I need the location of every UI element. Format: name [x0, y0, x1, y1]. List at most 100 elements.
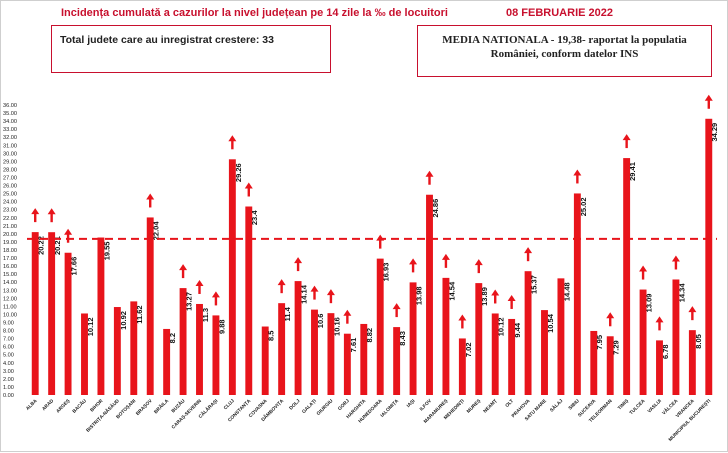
y-tick-label: 9.00: [3, 321, 14, 327]
y-tick-label: 22.00: [3, 216, 17, 222]
bar: [81, 313, 88, 395]
y-tick-label: 5.00: [3, 353, 14, 359]
increase-arrow-head: [507, 294, 516, 301]
bar-value-label: 10.12: [497, 317, 506, 336]
category-label: BIHOR: [89, 398, 105, 414]
y-tick-label: 17.00: [3, 256, 17, 262]
y-tick-label: 1.00: [3, 385, 14, 391]
category-label: DOLJ: [288, 398, 302, 412]
category-label: OLT: [504, 398, 515, 409]
y-tick-label: 31.00: [3, 143, 17, 149]
y-tick-label: 28.00: [3, 167, 17, 173]
bar-value-label: 8.82: [365, 328, 374, 343]
y-tick-label: 25.00: [3, 192, 17, 198]
category-label: ALBA: [25, 398, 39, 412]
y-tick-label: 12.00: [3, 296, 17, 302]
category-label: BRĂILA: [152, 397, 170, 415]
bar-value-label: 7.02: [464, 342, 473, 357]
y-tick-label: 6.00: [3, 345, 14, 351]
increase-arrow-head: [458, 314, 467, 321]
increase-arrow-head: [639, 265, 648, 272]
category-label: IAȘI: [406, 398, 417, 409]
national-average-line1: MEDIA NATIONALA - 19,38- raportat la pop…: [442, 34, 687, 46]
bar-value-label: 11.3: [201, 308, 210, 322]
bar-value-label: 8.43: [398, 331, 407, 346]
y-tick-label: 35.00: [3, 111, 17, 117]
bar-value-label: 29.26: [234, 163, 243, 182]
bar: [623, 158, 631, 395]
bar: [48, 232, 56, 395]
chart-title: Incidența cumulată a cazurilor la nivel …: [61, 7, 448, 19]
y-tick-label: 32.00: [3, 135, 17, 141]
y-tick-label: 29.00: [3, 159, 17, 165]
increase-arrow-head: [179, 264, 188, 271]
bar: [426, 194, 433, 395]
increase-arrow-head: [704, 94, 713, 101]
increase-arrow-head: [573, 169, 582, 176]
increase-arrow-head: [277, 279, 286, 286]
y-tick-label: 4.00: [3, 361, 14, 367]
bar-value-label: 29.41: [628, 162, 637, 181]
category-label: NEAMȚ: [482, 398, 498, 414]
bar: [508, 318, 516, 395]
bar: [590, 330, 598, 395]
bar-value-label: 10.6: [316, 314, 325, 329]
bar-value-label: 7.29: [612, 340, 621, 355]
bar-value-label: 24.86: [431, 199, 440, 218]
category-label: IALOMIȚA: [379, 398, 400, 419]
bar-value-label: 23.4: [250, 210, 259, 225]
bar-value-label: 6.78: [661, 344, 670, 359]
increase-arrow-head: [228, 135, 237, 142]
category-label: CLUJ: [223, 398, 236, 411]
increase-count-box: Total judete care au inregistrat crester…: [51, 25, 331, 73]
y-tick-label: 33.00: [3, 127, 17, 133]
category-label: ARAD: [41, 398, 55, 412]
bar-value-label: 14.34: [677, 283, 686, 303]
bar: [212, 315, 220, 395]
y-tick-label: 13.00: [3, 288, 17, 294]
bar: [278, 303, 286, 395]
bar-value-label: 14.48: [562, 282, 571, 301]
increase-arrow-head: [343, 309, 352, 316]
bar-value-label: 10.92: [119, 311, 128, 330]
bar: [146, 217, 154, 395]
bar-value-label: 8.5: [267, 331, 276, 341]
bar: [705, 118, 713, 396]
bar: [688, 330, 696, 395]
national-average-line2: României, conform datelor INS: [490, 48, 639, 60]
bar-value-label: 8.2: [168, 333, 177, 343]
bar: [557, 278, 565, 395]
category-label: SIBIU: [567, 398, 581, 412]
bar-value-label: 7.61: [349, 338, 358, 353]
bar-value-label: 20.22: [37, 236, 46, 255]
bar: [311, 309, 318, 395]
y-tick-label: 30.00: [3, 151, 17, 157]
y-tick-label: 8.00: [3, 329, 14, 335]
category-label: CARAȘ-SEVERIN: [171, 398, 204, 431]
increase-arrow-head: [425, 170, 434, 177]
bar: [656, 340, 663, 395]
bar-value-label: 14.14: [300, 284, 309, 304]
y-tick-label: 36.00: [3, 103, 17, 109]
bar-value-label: 10.16: [332, 317, 341, 336]
increase-arrow-head: [211, 291, 220, 298]
y-tick-label: 24.00: [3, 200, 17, 206]
bar: [524, 271, 532, 395]
bar-value-label: 13.98: [415, 286, 424, 305]
bar: [409, 282, 417, 395]
bar-value-label: 17.66: [70, 257, 79, 276]
bar-value-label: 10.12: [86, 317, 95, 336]
increase-arrow-head: [474, 259, 483, 266]
bar: [491, 313, 499, 395]
category-label: ARGEȘ: [55, 398, 72, 415]
bar-value-label: 13.27: [185, 292, 194, 311]
y-tick-label: 27.00: [3, 176, 17, 182]
bar: [541, 310, 548, 395]
bar-value-label: 14.54: [447, 281, 456, 301]
bar: [442, 277, 450, 395]
category-label: ILFOV: [419, 398, 434, 413]
increase-arrow-head: [524, 247, 533, 254]
y-tick-label: 10.00: [3, 312, 17, 318]
